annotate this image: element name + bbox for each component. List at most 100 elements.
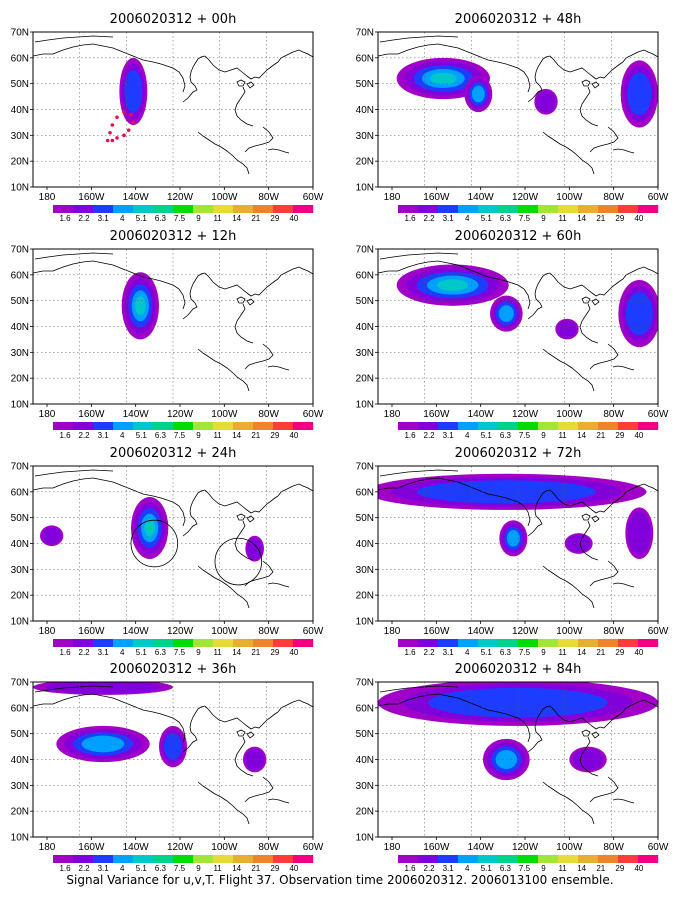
lat-tick-label: 10N [11, 400, 29, 411]
lon-tick-label: 80W [603, 192, 624, 203]
coastline [579, 86, 599, 127]
colorbar-swatch [438, 422, 459, 430]
colorbar-label: 21 [251, 431, 260, 440]
colorbar-label: 9 [541, 648, 546, 657]
colorbar-label: 21 [596, 431, 605, 440]
lon-tick-label: 140W [123, 192, 150, 203]
colorbar-label: 7.5 [174, 214, 186, 223]
colorbar-label: 14 [232, 214, 241, 223]
lat-tick-label: 60N [11, 53, 29, 64]
colorbar-label: 5.1 [136, 864, 148, 873]
colorbar-swatch [73, 855, 94, 863]
lat-tick-label: 30N [356, 781, 374, 792]
colorbar-swatch [53, 639, 74, 647]
colorbar-swatch [518, 855, 539, 863]
lat-tick-label: 70N [11, 678, 29, 689]
lon-tick-label: 60W [648, 192, 669, 203]
lat-tick-label: 20N [11, 807, 29, 818]
variance-contour [498, 305, 514, 322]
colorbar-label: 11 [558, 214, 567, 223]
colorbar-label: 40 [634, 214, 643, 223]
colorbar-swatch [73, 422, 94, 430]
lon-tick-label: 160W [423, 409, 450, 420]
colorbar-label: 40 [634, 864, 643, 873]
map-panel: 2006020312 + 84h 70N 60N 50N 40N 30N 20N 10N 180… [356, 662, 669, 873]
coastline [589, 560, 619, 587]
colorbar-label: 6.3 [500, 214, 512, 223]
variance-contour [430, 72, 457, 85]
lon-tick-label: 160W [78, 409, 105, 420]
lon-tick-label: 180 [384, 192, 401, 203]
flight-track-point [129, 112, 133, 117]
coastline [244, 776, 274, 803]
colorbar-swatch [53, 205, 74, 213]
colorbar-swatch [538, 639, 559, 647]
coastline [379, 35, 459, 43]
colorbar-swatch [458, 855, 479, 863]
lat-tick-label: 40N [356, 755, 374, 766]
colorbar-swatch [153, 855, 174, 863]
lat-tick-label: 60N [11, 270, 29, 281]
lat-tick-label: 10N [11, 833, 29, 844]
colorbar-label: 14 [232, 648, 241, 657]
colorbar-swatch [113, 422, 134, 430]
coastline [589, 343, 619, 370]
coastline [378, 260, 531, 310]
colorbar-swatch [73, 205, 94, 213]
coastline [277, 699, 313, 713]
lat-tick-label: 30N [356, 348, 374, 359]
colorbar-swatch [498, 205, 519, 213]
colorbar-label: 5.1 [481, 864, 493, 873]
panel-title: 2006020312 + 72h [455, 446, 582, 461]
lon-tick-label: 100W [211, 409, 238, 420]
colorbar-swatch [538, 855, 559, 863]
colorbar-swatch [253, 639, 274, 647]
variance-contour [471, 85, 485, 103]
colorbar-label: 14 [232, 431, 241, 440]
lat-tick-label: 20N [356, 591, 374, 602]
lon-tick-label: 120W [512, 842, 539, 853]
colorbar-label: 3.1 [443, 648, 455, 657]
coastline [197, 565, 250, 609]
colorbar-swatch [538, 205, 559, 213]
colorbar-label: 29 [615, 431, 624, 440]
coastline [244, 126, 274, 153]
lat-tick-label: 50N [11, 513, 29, 524]
coastline [527, 55, 551, 103]
colorbar-swatch [398, 855, 419, 863]
lon-tick-label: 180 [384, 409, 401, 420]
coastline [33, 477, 186, 527]
colorbar-swatch [458, 422, 479, 430]
colorbar-label: 4 [465, 431, 470, 440]
colorbar-label: 14 [232, 864, 241, 873]
colorbar-swatch [93, 422, 114, 430]
colorbar-swatch [638, 205, 659, 213]
variance-contour [245, 748, 265, 771]
colorbar-label: 4 [120, 648, 125, 657]
flight-track-point [122, 110, 126, 114]
lon-tick-label: 180 [39, 842, 56, 853]
colorbar-swatch [458, 205, 479, 213]
coastline [549, 272, 624, 297]
lon-tick-label: 140W [123, 626, 150, 637]
colorbar-swatch [558, 639, 579, 647]
colorbar-swatch [578, 205, 599, 213]
flight-track-point [115, 136, 119, 140]
colorbar-label: 29 [615, 864, 624, 873]
coastline [234, 520, 254, 561]
colorbar-swatch [233, 205, 254, 213]
lon-tick-label: 80W [258, 626, 279, 637]
lat-tick-label: 40N [11, 539, 29, 550]
colorbar-label: 2.2 [79, 648, 91, 657]
colorbar-label: 14 [577, 214, 586, 223]
lon-tick-label: 100W [211, 842, 238, 853]
lat-tick-label: 70N [11, 462, 29, 473]
map-panel: 2006020312 + 60h 70N 60N 50N 40N 30N 20N 10N 180… [356, 229, 669, 440]
coastline [612, 582, 635, 588]
coastline [581, 513, 600, 523]
coastline [34, 252, 114, 260]
lat-tick-label: 60N [11, 703, 29, 714]
lat-tick-label: 40N [11, 105, 29, 116]
colorbar-swatch [193, 205, 214, 213]
variance-contour [572, 748, 604, 771]
